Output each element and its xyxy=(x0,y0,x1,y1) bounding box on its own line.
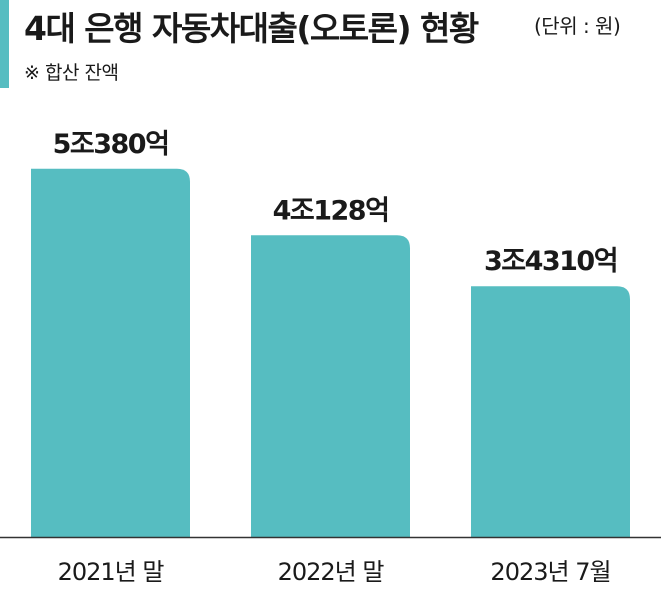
bar-1 xyxy=(31,168,190,537)
chart-title: 4대 은행 자동차대출(오토론) 현황 xyxy=(24,9,479,48)
bar-value-label: 5조380억 xyxy=(53,129,169,160)
x-tick-label: 2023년 7월 xyxy=(490,558,610,586)
bar-2 xyxy=(251,235,410,537)
bar-value-label: 3조4310억 xyxy=(484,246,617,277)
title-accent-bar xyxy=(0,0,9,88)
sum-note: ※ 합산 잔액 xyxy=(24,62,119,84)
bar-value-label: 4조128억 xyxy=(273,195,389,226)
bar-3 xyxy=(471,286,630,537)
x-tick-label: 2021년 말 xyxy=(58,558,165,586)
unit-note: (단위 : 원) xyxy=(534,14,621,38)
x-tick-label: 2022년 말 xyxy=(278,558,385,586)
